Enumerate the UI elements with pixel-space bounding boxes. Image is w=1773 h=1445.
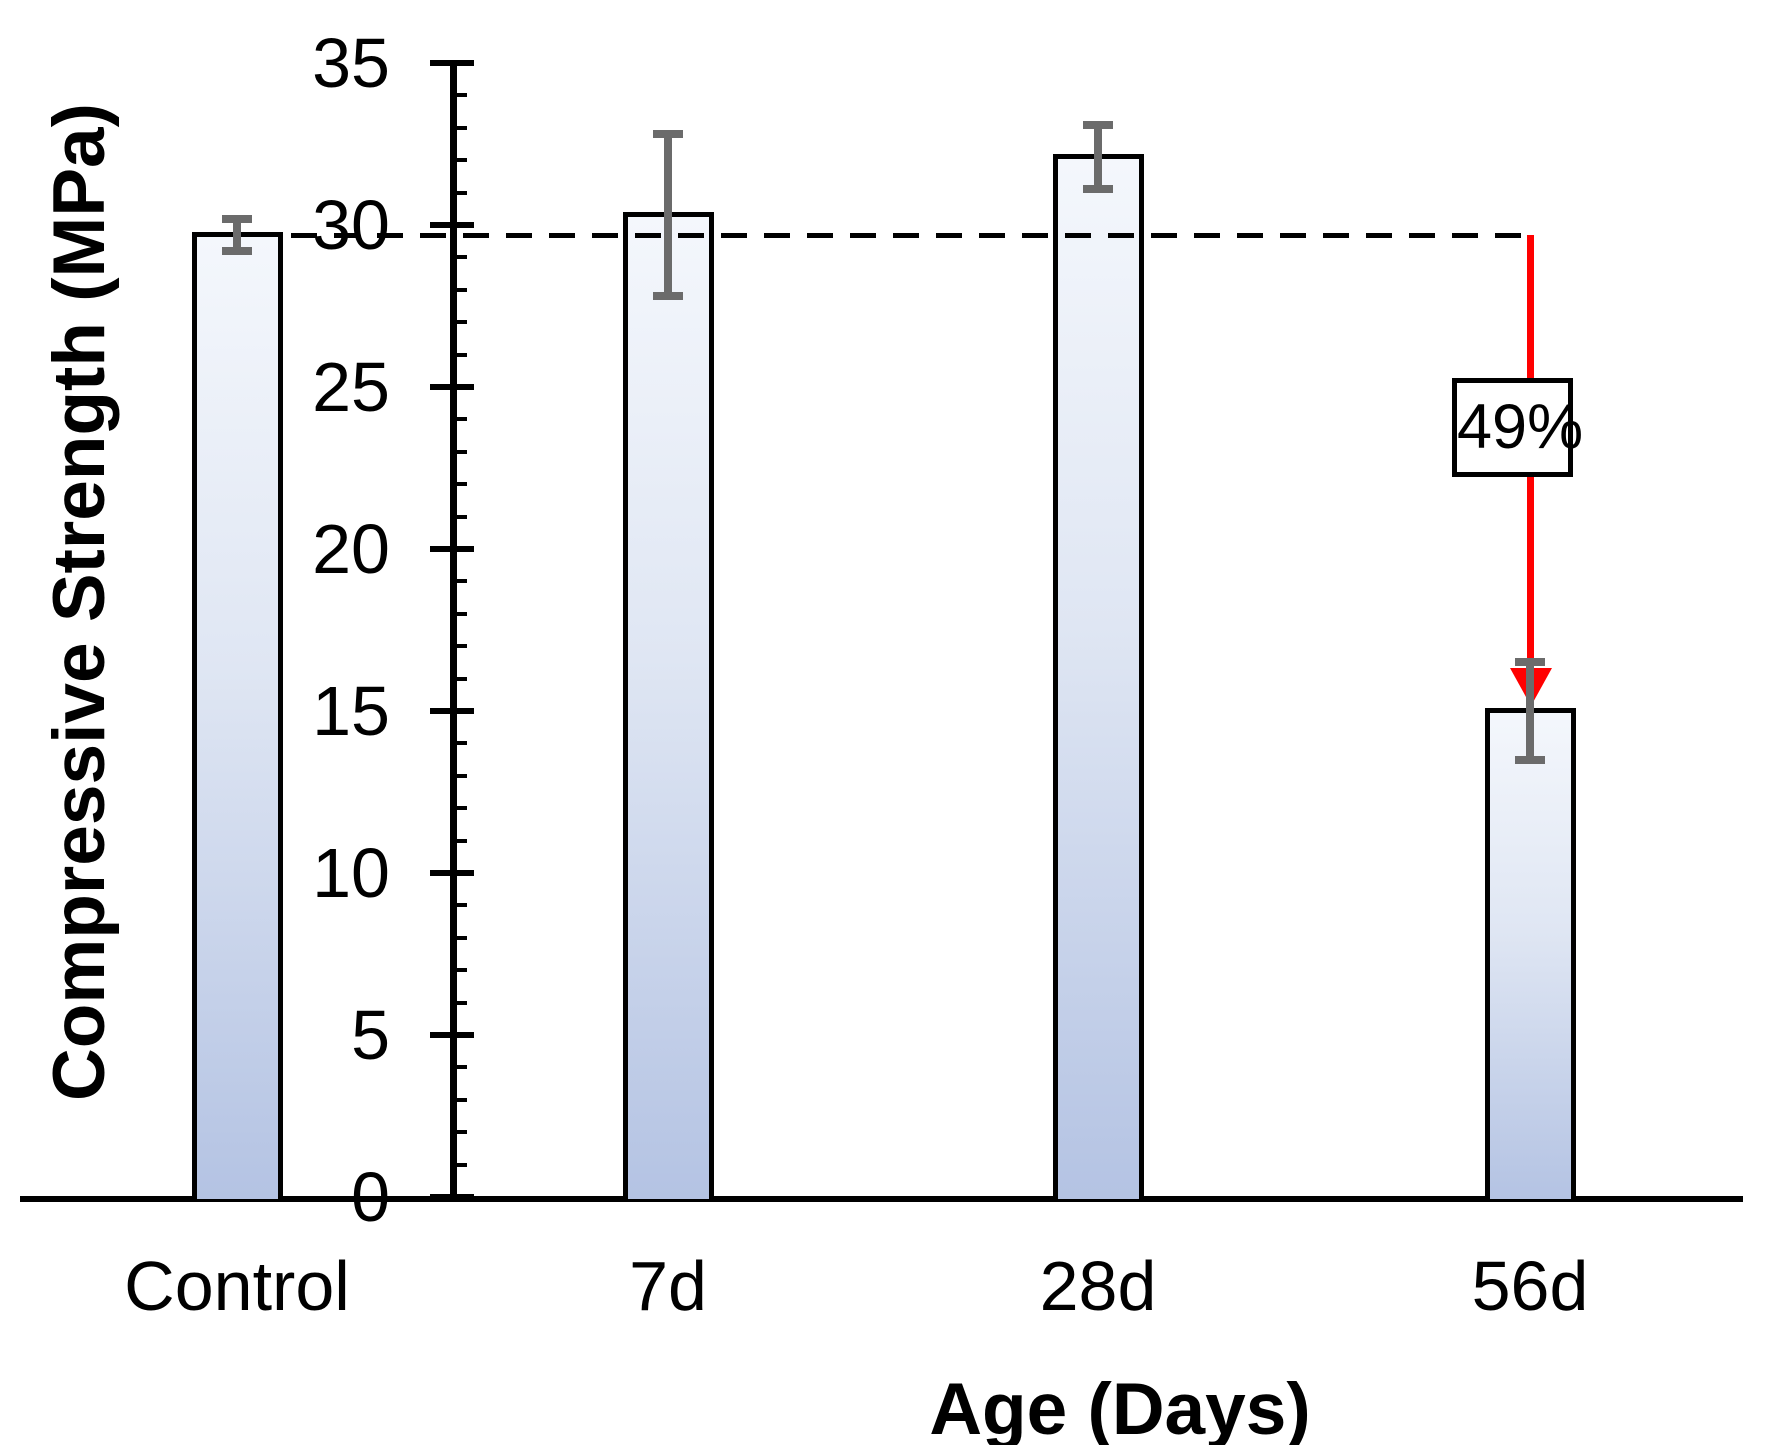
y-tick-label-20: 20 [312,510,390,588]
y-minor-tick [450,482,467,486]
y-tick-label-5: 5 [351,996,390,1074]
y-minor-tick [450,450,467,454]
y-minor-tick [450,839,467,843]
x-tick-label-control: Control [124,1247,350,1325]
bar-28d [1052,154,1144,1199]
y-minor-tick [450,288,467,292]
error-bar-bottom-cap-28d [1083,185,1113,193]
y-minor-tick [450,191,467,195]
y-minor-tick [450,612,467,616]
y-minor-tick [450,320,467,324]
y-minor-tick [450,1098,467,1102]
error-bar-stem-56d [1526,662,1534,760]
y-major-tick-30 [430,222,474,228]
y-major-tick-25 [430,384,474,390]
y-tick-label-15: 15 [312,672,390,750]
y-major-tick-20 [430,546,474,552]
control-level-dashed-line [290,233,1530,238]
error-bar-bottom-cap-56d [1515,756,1545,764]
reduction-percent-badge: 49% [1452,378,1583,477]
bar-control [191,232,283,1199]
y-minor-tick [450,255,467,259]
y-major-tick-0 [430,1194,474,1200]
y-tick-label-30: 30 [312,186,390,264]
y-minor-tick [450,126,467,130]
y-minor-tick [450,579,467,583]
error-bar-stem-7d [664,134,672,296]
y-minor-tick [450,677,467,681]
y-minor-tick [450,417,467,421]
error-bar-bottom-cap-7d [653,292,683,300]
error-bar-stem-control [233,219,241,251]
error-bar-top-cap-56d [1515,658,1545,666]
error-bar-top-cap-28d [1083,121,1113,129]
bar-7d [622,212,714,1199]
y-minor-tick [450,968,467,972]
x-tick-label-28d: 28d [1039,1247,1157,1325]
error-bar-stem-28d [1094,125,1102,189]
y-minor-tick [450,1163,467,1167]
y-minor-tick [450,353,467,357]
y-minor-tick [450,936,467,940]
y-tick-label-10: 10 [312,834,390,912]
error-bar-top-cap-control [222,215,252,223]
y-minor-tick [450,1065,467,1069]
y-tick-label-0: 0 [351,1158,390,1236]
x-axis-line [20,1196,1743,1202]
y-minor-tick [450,741,467,745]
x-tick-label-56d: 56d [1471,1247,1589,1325]
y-minor-tick [450,1001,467,1005]
y-minor-tick [450,903,467,907]
y-minor-tick [450,806,467,810]
bar-56d [1484,708,1576,1199]
error-bar-bottom-cap-control [222,247,252,255]
y-major-tick-5 [430,1032,474,1038]
y-minor-tick [450,93,467,97]
y-major-tick-35 [430,60,474,66]
y-axis-title: Compressive Strength (MPa) [39,103,120,1101]
y-minor-tick [450,774,467,778]
x-tick-label-7d: 7d [629,1247,707,1325]
y-tick-label-35: 35 [312,24,390,102]
y-major-tick-10 [430,870,474,876]
error-bar-top-cap-7d [653,130,683,138]
y-major-tick-15 [430,708,474,714]
x-axis-title: Age (Days) [929,1369,1311,1445]
y-minor-tick [450,644,467,648]
y-axis-line [450,60,457,1199]
y-minor-tick [450,1130,467,1134]
y-minor-tick [450,515,467,519]
y-minor-tick [450,158,467,162]
y-tick-label-25: 25 [312,348,390,426]
